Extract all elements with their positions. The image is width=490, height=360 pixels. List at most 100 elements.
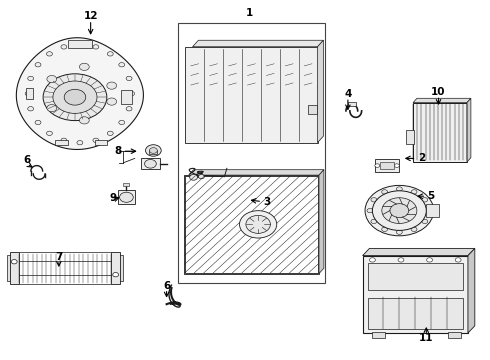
Bar: [380, 162, 394, 169]
Polygon shape: [467, 98, 471, 162]
Polygon shape: [413, 98, 471, 103]
Bar: [55, 140, 68, 145]
Text: 4: 4: [344, 89, 352, 99]
Circle shape: [396, 187, 402, 191]
Circle shape: [145, 159, 156, 168]
Text: 8: 8: [114, 146, 121, 156]
Text: 6: 6: [163, 281, 170, 291]
Circle shape: [426, 208, 432, 213]
Circle shape: [47, 104, 57, 112]
Circle shape: [126, 76, 132, 81]
Circle shape: [11, 260, 17, 264]
Circle shape: [396, 230, 402, 234]
Circle shape: [119, 63, 124, 67]
Circle shape: [77, 140, 83, 145]
Circle shape: [190, 175, 197, 180]
Bar: [10, 252, 19, 284]
Polygon shape: [468, 248, 475, 333]
Bar: [178, 23, 325, 283]
Bar: [413, 103, 467, 162]
Circle shape: [120, 192, 133, 202]
Circle shape: [422, 198, 428, 202]
Bar: [372, 332, 385, 338]
Circle shape: [371, 198, 377, 202]
Bar: [141, 158, 160, 169]
Circle shape: [113, 273, 119, 277]
Circle shape: [107, 98, 117, 105]
Circle shape: [107, 82, 117, 89]
Circle shape: [240, 211, 277, 238]
Circle shape: [455, 258, 461, 262]
Circle shape: [149, 148, 157, 153]
Circle shape: [375, 164, 380, 167]
Circle shape: [427, 258, 433, 262]
Bar: [375, 159, 399, 172]
Bar: [68, 40, 92, 48]
Bar: [185, 47, 318, 143]
Bar: [406, 130, 414, 144]
Circle shape: [77, 42, 83, 47]
Circle shape: [422, 219, 428, 224]
Circle shape: [35, 63, 41, 67]
Bar: [448, 332, 461, 338]
Circle shape: [411, 190, 417, 194]
Text: 7: 7: [55, 252, 63, 262]
Circle shape: [411, 227, 417, 231]
Circle shape: [107, 131, 113, 135]
Text: 5: 5: [428, 191, 435, 201]
Polygon shape: [189, 170, 324, 175]
Bar: [185, 176, 318, 273]
Circle shape: [369, 258, 375, 262]
Circle shape: [129, 91, 135, 96]
Circle shape: [398, 258, 404, 262]
Circle shape: [146, 145, 161, 156]
Circle shape: [119, 120, 124, 125]
Circle shape: [198, 175, 204, 179]
Bar: [19, 252, 111, 284]
Bar: [308, 105, 317, 114]
Circle shape: [382, 190, 388, 194]
Bar: [363, 256, 468, 333]
Text: 2: 2: [418, 153, 425, 163]
Circle shape: [79, 63, 89, 71]
Bar: [118, 190, 135, 204]
Circle shape: [25, 91, 31, 96]
Bar: [117, 255, 122, 281]
Circle shape: [35, 120, 41, 125]
Text: 6: 6: [24, 155, 30, 165]
Text: 3: 3: [264, 197, 270, 207]
Text: 10: 10: [431, 87, 446, 97]
Circle shape: [47, 131, 52, 135]
Circle shape: [382, 227, 388, 231]
Bar: [368, 298, 463, 329]
Text: 12: 12: [83, 11, 98, 21]
Text: 9: 9: [109, 193, 116, 203]
Circle shape: [107, 52, 113, 56]
Bar: [121, 90, 132, 104]
Text: 1: 1: [246, 8, 253, 18]
Circle shape: [61, 138, 67, 143]
Bar: [111, 252, 120, 284]
Circle shape: [372, 191, 426, 230]
Circle shape: [28, 107, 34, 111]
Circle shape: [246, 215, 270, 233]
Bar: [368, 264, 463, 291]
Circle shape: [390, 204, 409, 217]
Polygon shape: [193, 40, 323, 47]
Bar: [7, 255, 13, 281]
Bar: [95, 140, 107, 145]
Polygon shape: [363, 248, 475, 256]
Circle shape: [367, 208, 373, 213]
Circle shape: [93, 138, 99, 143]
Bar: [149, 150, 157, 154]
Circle shape: [93, 45, 99, 49]
Bar: [184, 175, 319, 274]
Bar: [123, 183, 129, 186]
Circle shape: [382, 198, 417, 224]
Polygon shape: [319, 170, 324, 274]
Circle shape: [126, 107, 132, 111]
Bar: [26, 88, 33, 99]
Circle shape: [61, 45, 67, 49]
Circle shape: [371, 219, 377, 224]
Polygon shape: [318, 40, 323, 143]
